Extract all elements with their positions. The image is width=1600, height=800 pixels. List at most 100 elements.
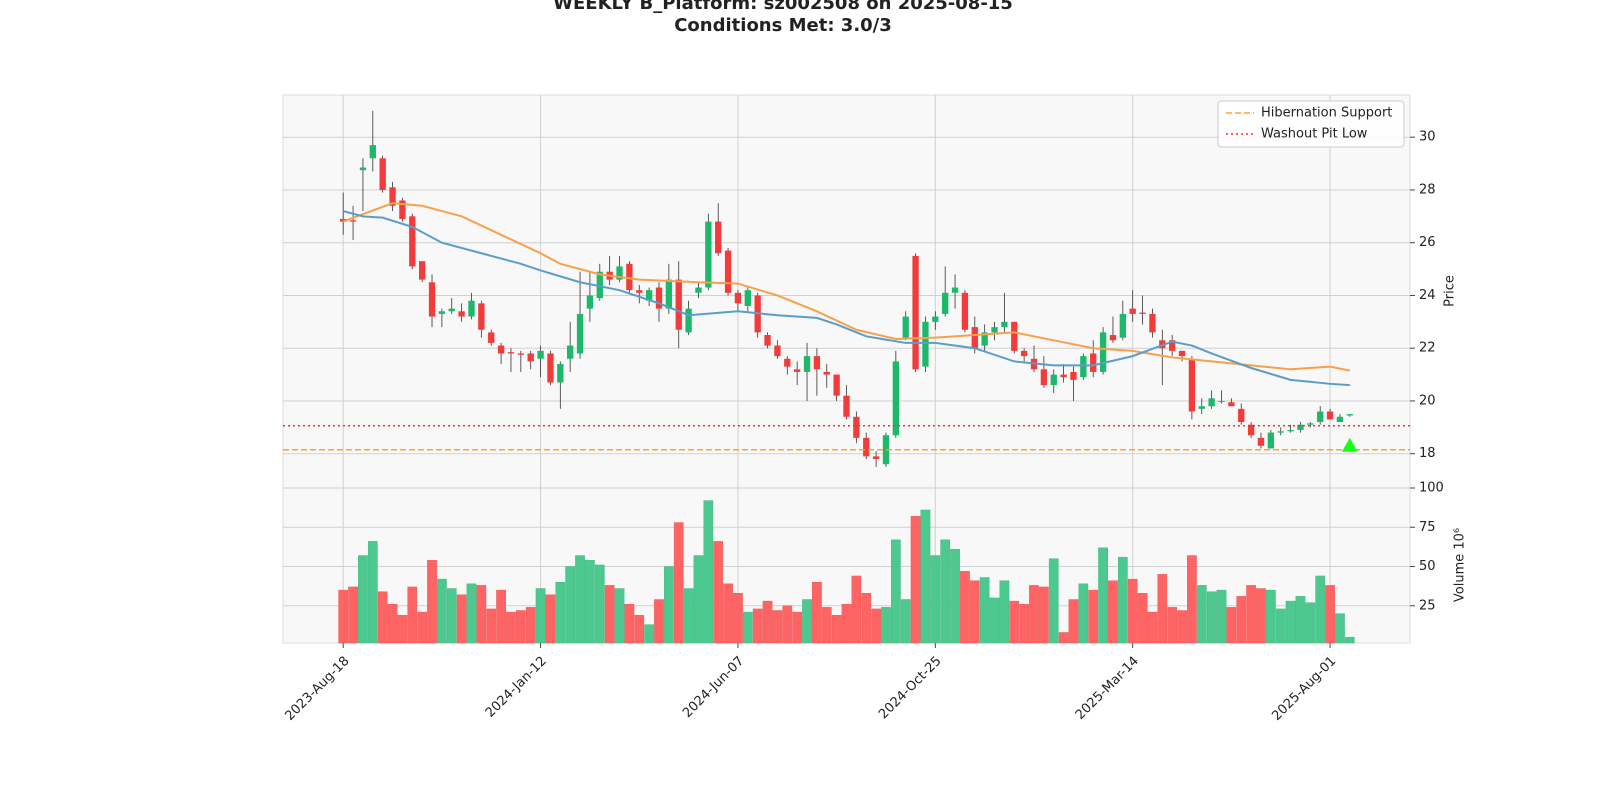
candle-body: [981, 332, 988, 346]
volume-bar: [594, 564, 605, 644]
volume-bar: [950, 549, 960, 644]
candle-body: [715, 221, 722, 254]
volume-bar: [575, 555, 585, 644]
volume-bar: [545, 594, 556, 644]
candle-body: [1109, 335, 1117, 341]
volume-bar: [1048, 558, 1059, 644]
volume-bar: [979, 577, 990, 644]
y-axis-label: Price: [1443, 275, 1458, 307]
y-tick-label: 50: [1419, 559, 1436, 574]
volume-bar: [792, 611, 802, 644]
y-tick-label: 24: [1419, 288, 1436, 303]
candle-body: [547, 353, 554, 383]
volume-bar: [969, 580, 980, 644]
candle-body: [1178, 350, 1186, 357]
candle-body: [922, 321, 929, 367]
volume-bar: [1256, 588, 1266, 644]
volume-bar: [664, 566, 674, 644]
volume-bar: [713, 541, 724, 644]
y-tick-label: 18: [1419, 446, 1436, 461]
candle-body: [1198, 406, 1205, 409]
candle-body: [428, 282, 436, 317]
candle-body: [399, 200, 406, 219]
volume-bar: [367, 541, 378, 644]
volume-bar: [525, 607, 536, 644]
candle-body: [1257, 437, 1265, 446]
candle-body: [833, 374, 840, 396]
candle-body: [409, 216, 416, 267]
volume-bar: [772, 610, 783, 644]
volume-bar: [812, 582, 822, 644]
candle-body: [1129, 308, 1136, 314]
volume-bar: [417, 611, 427, 644]
candle-body: [1080, 356, 1087, 378]
candle-body: [1238, 408, 1245, 423]
x-tick-label: 2024-Jun-07: [680, 654, 747, 721]
candle-body: [793, 369, 801, 372]
candle-body: [1188, 358, 1196, 412]
candle-body: [1060, 374, 1067, 378]
volume-bar: [920, 509, 931, 644]
y-tick-label: 26: [1419, 235, 1436, 250]
volume-bar: [1088, 589, 1099, 644]
candle-body: [843, 395, 850, 417]
candle-body: [567, 345, 574, 359]
candle-body: [468, 300, 475, 317]
volume-bar: [446, 588, 457, 644]
moving-average: [342, 202, 1350, 372]
volume-bar: [693, 555, 704, 644]
volume-bar: [614, 588, 625, 644]
volume-bar: [358, 555, 368, 644]
candle-body: [823, 371, 830, 375]
y-tick-label: 22: [1419, 341, 1436, 356]
volume-bar: [466, 583, 477, 644]
volume-bar: [1167, 607, 1178, 644]
volume-bar: [900, 599, 911, 644]
candle-body: [1001, 321, 1008, 328]
volume-bar: [940, 539, 951, 644]
candle-body: [586, 295, 594, 309]
volume-bar: [496, 589, 506, 644]
volume-bar: [861, 593, 872, 644]
volume-bar: [437, 578, 447, 644]
moving-average: [342, 210, 1350, 387]
chart-title: WEEKLY B_Platform: sz002508 on 2025-08-1…: [553, 0, 1013, 14]
candle-body: [1169, 340, 1176, 351]
volume-bar: [1147, 611, 1158, 644]
candle-body: [813, 356, 821, 370]
candle-body: [389, 187, 396, 206]
candle-body: [497, 345, 505, 354]
candle-body: [1297, 424, 1304, 430]
volume-bar: [762, 600, 773, 644]
candle-body: [645, 290, 653, 301]
candle-body: [448, 308, 455, 312]
volume-bar: [1108, 580, 1118, 644]
candle-body: [665, 279, 673, 309]
candle-body: [1040, 369, 1048, 386]
candle-body: [418, 261, 426, 280]
volume-bar: [752, 608, 763, 644]
volume-bar: [348, 586, 358, 644]
candle-body: [882, 435, 890, 465]
volume-bar: [1187, 555, 1197, 644]
candle-body: [458, 311, 465, 317]
volume-bar: [1325, 585, 1335, 644]
volume-bar: [1058, 632, 1069, 644]
candle-body: [616, 266, 623, 280]
volume-bar: [624, 604, 635, 644]
candle-body: [932, 316, 939, 322]
volume-bar: [506, 611, 516, 644]
volume-bar: [960, 571, 970, 644]
candle-body: [695, 287, 702, 293]
candle-body: [1277, 431, 1284, 433]
candle-body: [1099, 332, 1107, 372]
volume-bar: [723, 583, 733, 644]
price-panel: [282, 94, 1411, 489]
candle-body: [340, 218, 347, 222]
y-tick-label: 30: [1419, 130, 1436, 145]
x-tick-label: 2025-Aug-01: [1269, 654, 1339, 724]
volume-bar: [821, 607, 832, 644]
volume-bar: [1206, 591, 1217, 644]
